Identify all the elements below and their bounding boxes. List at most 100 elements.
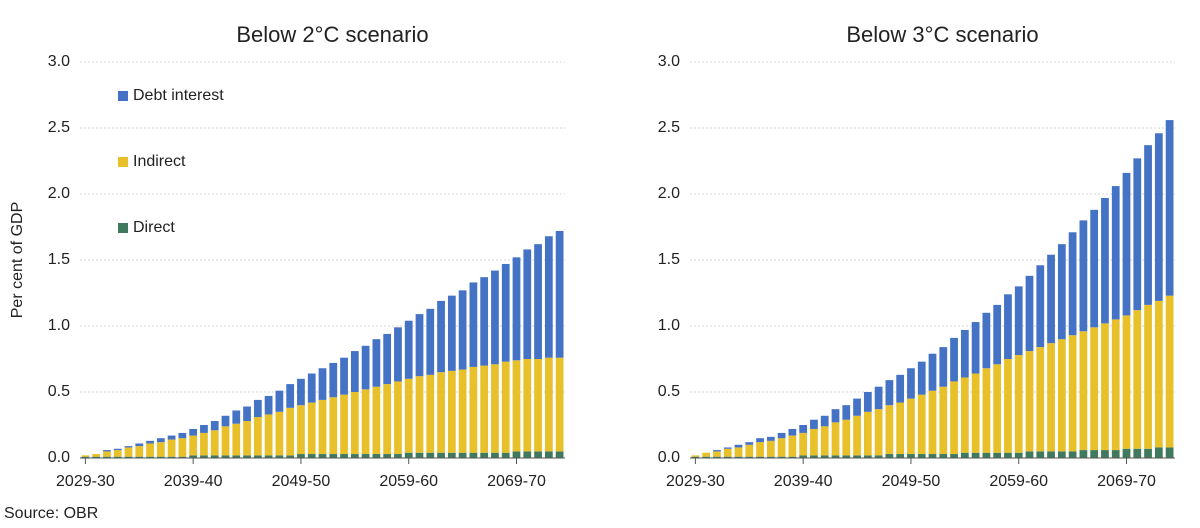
bar-segment [340,357,348,395]
bar-segment [896,454,905,458]
bar-segment [555,357,564,452]
bar-segment [491,270,499,365]
bar-segment [971,373,980,453]
bar-segment [982,312,991,369]
bar-segment [81,455,90,457]
bar-segment [734,444,743,448]
bar-segment [297,405,305,455]
bar-segment [361,389,370,455]
bar-segment [885,454,894,458]
bar-segment [874,455,883,458]
bar-segment [928,353,937,391]
bar-segment [415,376,424,453]
bar-segment [810,428,818,456]
bar-segment [307,454,316,458]
x-tick-label: 2039-40 [164,473,223,490]
bar-segment [372,386,381,455]
bar-segment [950,381,958,455]
bar-segment [1090,450,1099,458]
bar-segment [874,409,883,456]
bar-segment [1154,447,1163,458]
bar-segment [820,426,829,456]
bar-segment [1101,197,1109,324]
bar-segment [777,432,786,439]
bar-segment [167,435,176,440]
bar-segment [1068,451,1077,458]
bar-segment [1133,310,1142,449]
bar-segment [189,428,198,436]
bar-segment [1122,315,1131,449]
bar-segment [103,450,111,452]
bar-segment [1047,451,1055,458]
bar-segment [383,333,392,385]
bar-segment [135,446,144,457]
x-tick-label: 2069-70 [1097,473,1156,490]
bar-segment [210,455,219,458]
bar-segment [415,452,424,458]
chart-title: Below 2°C scenario [236,22,428,47]
x-tick-label: 2029-30 [56,473,115,490]
bar-segment [734,447,743,457]
bar-segment [372,454,381,458]
y-tick-label: 1.5 [48,251,70,268]
bar-segment [264,414,273,456]
y-tick-label: 1.0 [658,317,680,334]
bar-segment [950,337,958,382]
bar-segment [756,456,764,458]
bar-segment [971,322,980,374]
bar-segment [1133,158,1142,311]
bar-segment [437,300,445,373]
bar-segment [1036,347,1045,452]
bar-segment [318,399,327,455]
bar-segment [723,456,732,458]
bar-segment [1122,448,1131,458]
y-tick-label: 1.0 [48,317,70,334]
bar-segment [275,390,284,412]
chart-title: Below 3°C scenario [846,22,1038,47]
bar-segment [874,386,883,410]
bar-segment [534,451,542,458]
bar-segment [534,359,542,452]
bar-segment [447,295,456,371]
bar-segment [788,428,797,436]
bar-segment [275,411,284,456]
bar-segment [788,456,797,458]
bar-segment [103,451,111,457]
bar-segment [788,435,797,457]
bar-segment [426,452,435,458]
bar-segment [469,366,478,453]
bar-segment [1014,355,1023,453]
y-tick-label: 1.5 [658,251,680,268]
bar-segment [286,384,295,408]
bar-segment [917,454,926,458]
bar-segment [501,361,510,453]
bar-segment [820,415,829,427]
bar-segment [469,452,478,458]
bar-segment [383,454,392,458]
bar-segment [350,454,359,458]
bar-segment [885,380,894,406]
bar-segment [437,372,445,453]
y-tick-label: 2.5 [658,119,680,136]
bar-segment [394,454,402,458]
x-tick-label: 2049-50 [882,473,941,490]
legend-swatch [118,223,128,233]
bar-segment [702,456,711,458]
bar-segment [777,438,786,457]
bar-segment [1165,120,1174,296]
bar-segment [896,374,905,403]
bar-segment [1101,450,1109,458]
bar-segment [113,450,122,457]
bar-segment [307,402,316,455]
bar-segment [713,451,721,457]
y-axis-label: Per cent of GDP [9,202,26,319]
bar-segment [329,454,338,458]
bar-segment [1036,265,1045,348]
bar-segment [1079,220,1088,332]
bar-segment [501,263,510,362]
bar-segment [189,435,198,456]
bar-segment [555,230,564,358]
bar-segment [146,440,154,444]
bar-segment [210,421,219,431]
